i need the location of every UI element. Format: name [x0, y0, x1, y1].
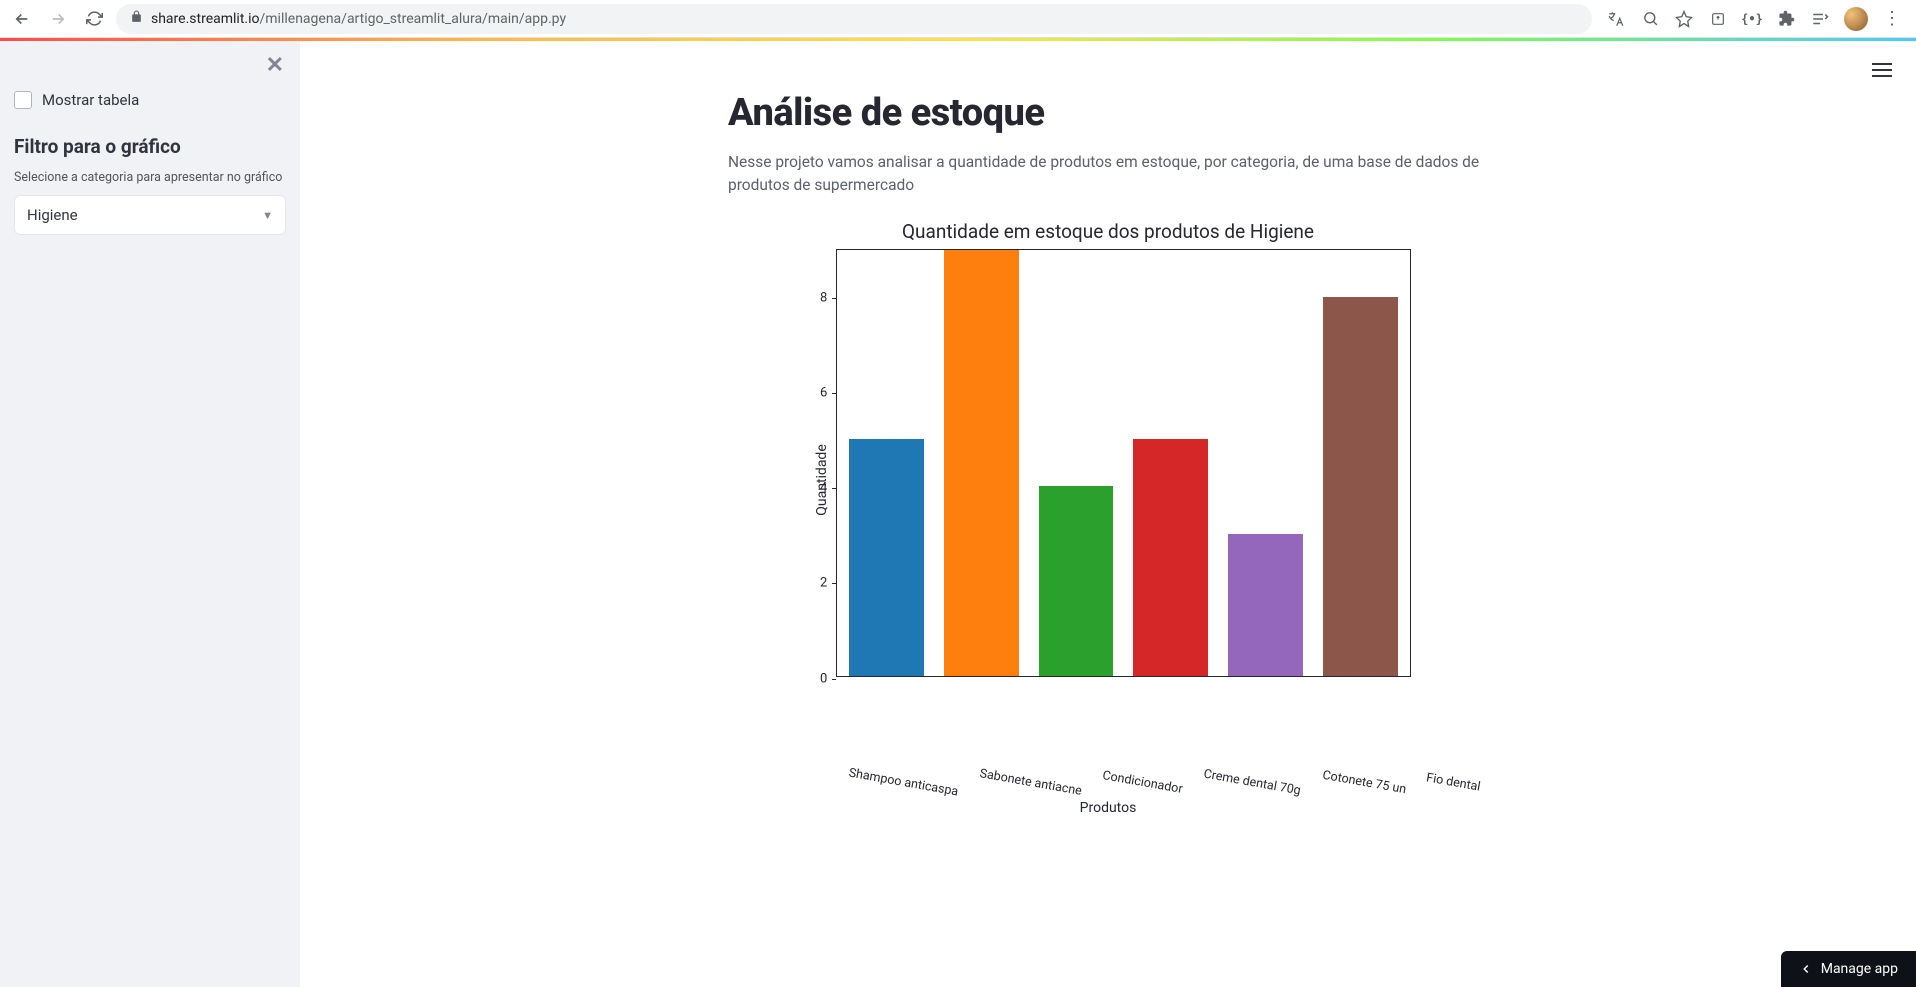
checkbox-box[interactable]	[14, 91, 32, 109]
zoom-icon[interactable]	[1640, 9, 1660, 29]
chart-title: Quantidade em estoque dos produtos de Hi…	[788, 220, 1428, 243]
extensions-icon[interactable]	[1776, 9, 1796, 29]
main-content: Análise de estoque Nesse projeto vamos a…	[300, 41, 1916, 987]
hamburger-menu-icon[interactable]	[1872, 59, 1892, 81]
plot-area	[836, 249, 1411, 677]
forward-button[interactable]	[44, 5, 72, 33]
reload-button[interactable]	[80, 5, 108, 33]
extension-icon-1[interactable]	[1708, 9, 1728, 29]
y-axis-label: Quantidade	[814, 444, 830, 516]
y-tick-label: 8	[820, 291, 827, 306]
bar	[1133, 439, 1208, 676]
x-tick-label: Fio dental	[1425, 770, 1481, 794]
page-description: Nesse projeto vamos analisar a quantidad…	[728, 151, 1488, 198]
back-button[interactable]	[8, 5, 36, 33]
y-tick-label: 6	[820, 386, 827, 401]
chevron-left-icon	[1799, 962, 1813, 976]
bar	[1039, 486, 1114, 675]
extension-icon-2[interactable]: {•}	[1742, 9, 1762, 29]
chevron-down-icon: ▼	[262, 209, 273, 222]
y-tick-label: 0	[820, 671, 827, 686]
url-text: share.streamlit.io/millenagena/artigo_st…	[151, 11, 566, 27]
checkbox-label: Mostrar tabela	[42, 91, 139, 109]
y-tick-label: 4	[820, 481, 827, 496]
bar	[1323, 297, 1398, 676]
bar	[1228, 534, 1303, 676]
page-title: Análise de estoque	[728, 91, 1488, 135]
category-select[interactable]: Higiene ▼	[14, 195, 286, 235]
filter-caption: Selecione a categoria para apresentar no…	[14, 170, 286, 185]
reading-list-icon[interactable]	[1810, 9, 1830, 29]
x-axis-label: Produtos	[1080, 800, 1137, 816]
browser-right-icons: {•} ⋮	[1600, 7, 1908, 31]
stock-chart: Quantidade em estoque dos produtos de Hi…	[788, 220, 1428, 740]
x-tick-label: Creme dental 70g	[1203, 766, 1302, 798]
browser-toolbar: share.streamlit.io/millenagena/artigo_st…	[0, 0, 1916, 38]
x-tick-label: Sabonete antiacne	[978, 766, 1082, 799]
y-tick-label: 2	[820, 576, 827, 591]
profile-avatar[interactable]	[1844, 7, 1868, 31]
sidebar: ✕ Mostrar tabela Filtro para o gráfico S…	[0, 41, 300, 987]
x-tick-label: Condicionador	[1102, 768, 1184, 797]
select-value: Higiene	[27, 206, 78, 224]
sidebar-close-icon[interactable]: ✕	[266, 53, 284, 78]
x-tick-label: Shampoo anticaspa	[848, 765, 960, 799]
manage-app-button[interactable]: Manage app	[1781, 951, 1916, 987]
star-icon[interactable]	[1674, 9, 1694, 29]
x-tick-label: Cotonete 75 un	[1321, 767, 1407, 796]
browser-menu-icon[interactable]: ⋮	[1882, 9, 1902, 29]
address-bar[interactable]: share.streamlit.io/millenagena/artigo_st…	[116, 4, 1592, 34]
translate-icon[interactable]	[1606, 9, 1626, 29]
lock-icon	[130, 10, 143, 27]
bar	[849, 439, 924, 676]
filter-heading: Filtro para o gráfico	[14, 135, 286, 158]
show-table-checkbox[interactable]: Mostrar tabela	[14, 91, 286, 109]
manage-app-label: Manage app	[1821, 961, 1898, 977]
bar	[944, 250, 1019, 676]
